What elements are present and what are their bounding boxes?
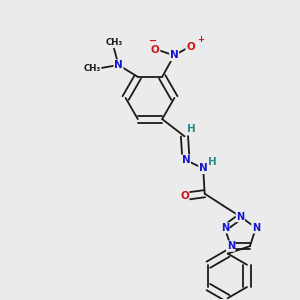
Text: N: N xyxy=(227,241,235,251)
Text: O: O xyxy=(180,191,189,201)
Text: N: N xyxy=(199,164,208,173)
Text: N: N xyxy=(182,155,190,165)
Text: N: N xyxy=(170,50,178,61)
Text: O: O xyxy=(151,44,160,55)
Text: +: + xyxy=(197,35,204,44)
Text: CH₃: CH₃ xyxy=(84,64,101,74)
Text: H: H xyxy=(187,124,195,134)
Text: N: N xyxy=(221,223,229,233)
Text: N: N xyxy=(114,60,123,70)
Text: N: N xyxy=(236,212,244,222)
Text: H: H xyxy=(208,157,217,167)
Text: CH₃: CH₃ xyxy=(105,38,123,47)
Text: −: − xyxy=(149,36,157,46)
Text: O: O xyxy=(186,42,195,52)
Text: N: N xyxy=(252,223,260,233)
